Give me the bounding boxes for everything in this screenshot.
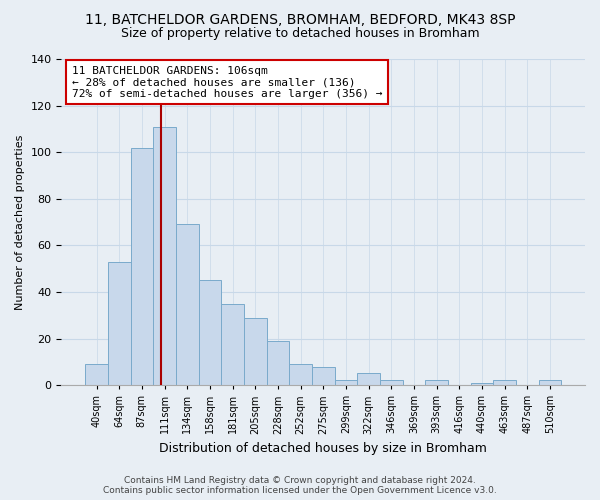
Text: 11 BATCHELDOR GARDENS: 106sqm
← 28% of detached houses are smaller (136)
72% of : 11 BATCHELDOR GARDENS: 106sqm ← 28% of d… (72, 66, 382, 98)
Bar (153, 126, 176, 385)
Text: Contains HM Land Registry data © Crown copyright and database right 2024.
Contai: Contains HM Land Registry data © Crown c… (103, 476, 497, 495)
Bar (357, 374, 380, 385)
Text: Size of property relative to detached houses in Bromham: Size of property relative to detached ho… (121, 28, 479, 40)
Bar (470, 383, 493, 385)
Y-axis label: Number of detached properties: Number of detached properties (15, 134, 25, 310)
Bar (335, 380, 357, 385)
Bar (493, 380, 516, 385)
Text: 11, BATCHELDOR GARDENS, BROMHAM, BEDFORD, MK43 8SP: 11, BATCHELDOR GARDENS, BROMHAM, BEDFORD… (85, 12, 515, 26)
Bar (539, 380, 561, 385)
Bar (199, 280, 221, 385)
Bar (289, 364, 312, 385)
Bar (244, 318, 266, 385)
Bar (108, 262, 131, 385)
Bar (176, 224, 199, 385)
Bar (221, 304, 244, 385)
Bar (131, 148, 153, 385)
Bar (380, 380, 403, 385)
Bar (266, 341, 289, 385)
X-axis label: Distribution of detached houses by size in Bromham: Distribution of detached houses by size … (159, 442, 487, 455)
Bar (425, 380, 448, 385)
Bar (85, 364, 108, 385)
Bar (312, 366, 335, 385)
